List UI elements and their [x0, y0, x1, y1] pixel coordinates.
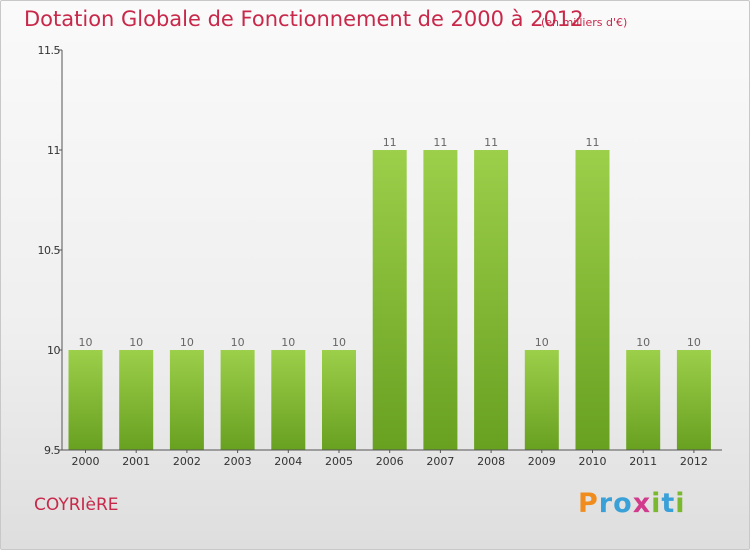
value-label-2002: 10: [180, 336, 194, 349]
x-tick-label-2003: 2003: [224, 455, 252, 468]
logo-letter: P: [578, 488, 599, 519]
bars-group: 10 10 10 10 10 10 11 11 11 10 11 10 10: [68, 136, 711, 450]
x-tick-label-2011: 2011: [629, 455, 657, 468]
bar-2010: [575, 150, 610, 450]
axes-group: 2000 2001 2002 2003 2004 2005 2006 2007 2008 2009…: [38, 44, 722, 468]
value-label-2006: 11: [383, 136, 397, 149]
commune-name: COYRIèRE: [34, 495, 119, 515]
unit-label: (en milliers d'€): [541, 16, 628, 29]
bar-2001: [119, 350, 154, 450]
value-label-2003: 10: [231, 336, 245, 349]
chart-title: Dotation Globale de Fonctionnement de 20…: [24, 7, 584, 31]
bar-2007: [423, 150, 458, 450]
x-tick-label-2002: 2002: [173, 455, 201, 468]
value-label-2007: 11: [433, 136, 447, 149]
bar-2002: [169, 350, 204, 450]
bar-2012: [676, 350, 711, 450]
y-tick-label-11.5: 11.5: [38, 44, 61, 57]
x-tick-label-2008: 2008: [477, 455, 505, 468]
bar-2006: [372, 150, 407, 450]
bar-2005: [322, 350, 356, 450]
logo-letter: i: [675, 488, 686, 519]
x-tick-label-2001: 2001: [122, 455, 150, 468]
bar-2000: [68, 350, 103, 450]
value-label-2011: 10: [636, 336, 650, 349]
value-label-2012: 10: [687, 336, 701, 349]
bar-2011: [626, 350, 661, 450]
y-tick-label-10: 10: [47, 344, 60, 357]
logo-letter: x: [632, 488, 652, 519]
x-tick-label-2012: 2012: [680, 455, 708, 468]
value-label-2010: 11: [586, 136, 600, 149]
x-tick-label-2004: 2004: [274, 455, 302, 468]
logo-letter: r: [598, 488, 614, 519]
x-tick-label-2007: 2007: [426, 455, 454, 468]
bar-2003: [220, 350, 255, 450]
bar-2009: [524, 350, 559, 450]
logo-letter: o: [613, 488, 633, 519]
bar-2004: [271, 350, 306, 450]
x-tick-label-2006: 2006: [376, 455, 404, 468]
y-tick-label-11: 11: [47, 144, 60, 157]
x-tick-label-2010: 2010: [579, 455, 607, 468]
logo-letter: t: [661, 488, 676, 519]
value-label-2000: 10: [79, 336, 93, 349]
x-tick-label-2005: 2005: [325, 455, 353, 468]
value-label-2008: 11: [484, 136, 498, 149]
value-label-2004: 10: [281, 336, 295, 349]
proxiti-logo[interactable]: Proxiti: [578, 488, 686, 519]
x-tick-label-2000: 2000: [72, 455, 100, 468]
bar-2008: [474, 150, 509, 450]
value-label-2005: 10: [332, 336, 346, 349]
x-tick-label-2009: 2009: [528, 455, 556, 468]
value-label-2001: 10: [129, 336, 143, 349]
y-tick-label-10.5: 10.5: [38, 244, 61, 257]
logo-letter: i: [651, 488, 662, 519]
value-label-2009: 10: [535, 336, 549, 349]
y-tick-label-9.5: 9.5: [44, 444, 60, 457]
